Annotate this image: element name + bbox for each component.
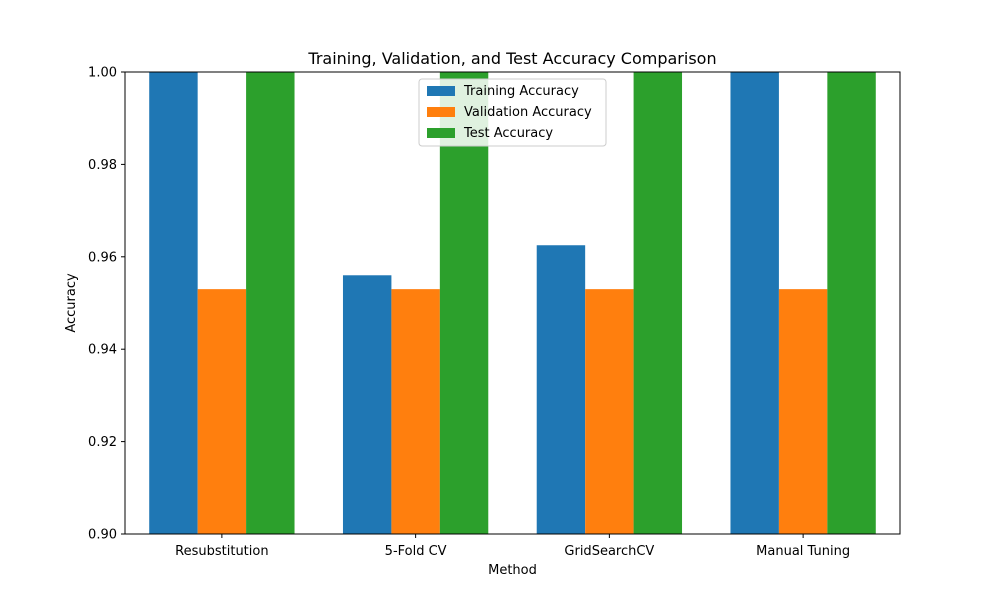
x-tick-label: GridSearchCV: [564, 544, 654, 559]
bar-series-2-cat-3: [827, 72, 876, 534]
bar-series-1-cat-0: [197, 289, 247, 534]
axes-frame: [124, 71, 901, 535]
x-axis-ticks: Resubstitution 5-Fold CV GridSearchCV Manua…: [175, 534, 850, 559]
axes-layer: [124, 71, 901, 535]
legend-swatch-1: [427, 107, 455, 117]
bars-layer: [149, 72, 876, 534]
bar-series-2-cat-0: [246, 72, 295, 534]
chart-title: Training, Validation, and Test Accuracy …: [307, 49, 716, 68]
legend-box: [418, 78, 607, 147]
bar-series-1-cat-3: [778, 289, 828, 534]
bar-series-1-cat-1: [391, 289, 440, 534]
bar-series-0-cat-1: [342, 275, 392, 534]
legend-label-2: Test Accuracy: [463, 126, 553, 141]
bar-series-0-cat-2: [536, 245, 586, 534]
x-tick-label: Resubstitution: [175, 544, 268, 559]
y-tick-label: 0.96: [88, 250, 117, 265]
y-tick-label: 0.90: [88, 528, 117, 543]
y-axis-ticks: 0.90 0.92 0.94 0.96 0.98 1.00: [88, 66, 125, 543]
legend-swatch-0: [427, 86, 455, 96]
bar-series-1-cat-2: [585, 289, 634, 534]
legend: Training Accuracy Validation Accuracy Test…: [418, 78, 607, 147]
x-axis-label: Method: [488, 563, 537, 578]
x-tick-label: 5-Fold CV: [385, 544, 447, 559]
y-tick-label: 0.94: [88, 343, 117, 358]
bar-series-2-cat-1: [439, 72, 489, 534]
y-tick-label: 0.98: [88, 158, 117, 173]
y-tick-label: 0.92: [88, 435, 117, 450]
y-tick-label: 1.00: [88, 66, 117, 81]
y-axis-label: Accuracy: [64, 273, 79, 333]
bar-series-0-cat-0: [149, 72, 198, 534]
bar-series-0-cat-3: [730, 72, 779, 534]
legend-label-1: Validation Accuracy: [464, 105, 592, 120]
legend-swatch-2: [427, 128, 455, 138]
bar-series-2-cat-2: [633, 72, 683, 534]
legend-label-0: Training Accuracy: [463, 84, 579, 99]
x-tick-label: Manual Tuning: [756, 544, 850, 559]
